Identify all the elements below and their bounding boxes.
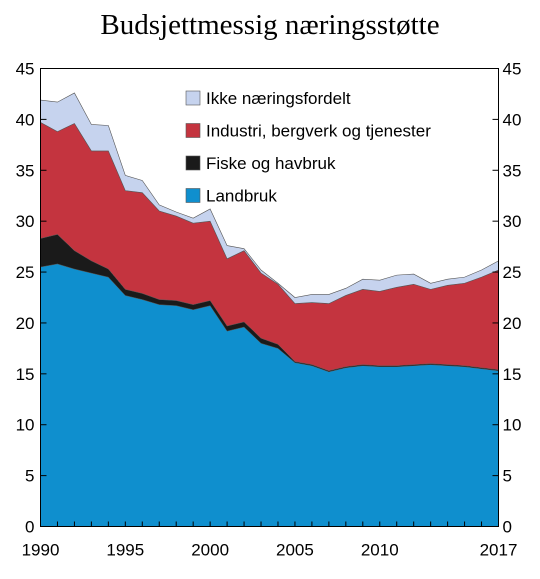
- y-tick-label-right: 40: [503, 110, 522, 129]
- x-tick-label: 2017: [480, 541, 518, 560]
- legend-swatch: [185, 155, 201, 171]
- legend: Ikke næringsfordelt Industri, bergverk og…: [185, 89, 431, 206]
- y-axis-right: 0 5 10 15 20 25 30 35 40 45: [492, 60, 522, 537]
- y-tick-label-right: 20: [503, 314, 522, 333]
- x-tick-label: 1990: [22, 541, 60, 560]
- x-tick-label: 2010: [361, 541, 399, 560]
- legend-label: Ikke næringsfordelt: [206, 89, 351, 108]
- x-tick-label: 1995: [106, 541, 144, 560]
- x-tick-label: 2005: [276, 541, 314, 560]
- y-tick-label-left: 10: [16, 416, 35, 435]
- legend-swatch: [185, 188, 201, 203]
- y-tick-label-left: 15: [16, 365, 35, 384]
- legend-swatch: [185, 90, 201, 106]
- legend-swatch: [185, 123, 201, 138]
- y-tick-label-left: 35: [16, 161, 35, 180]
- y-tick-label-left: 25: [16, 263, 35, 282]
- legend-label: Fiske og havbruk: [206, 154, 336, 173]
- y-tick-label-left: 5: [25, 467, 34, 486]
- y-tick-label-right: 10: [503, 416, 522, 435]
- y-tick-label-right: 15: [503, 365, 522, 384]
- x-axis: 1990 1995 2000 2005 2010 2017: [22, 521, 518, 560]
- y-tick-label-right: 35: [503, 161, 522, 180]
- y-tick-label-right: 30: [503, 212, 522, 231]
- plot-frame: [40, 68, 499, 527]
- y-tick-label-right: 45: [503, 60, 522, 79]
- y-tick-label-left: 45: [16, 60, 35, 79]
- x-tick-label: 2000: [191, 541, 229, 560]
- y-axis-left: 0 5 10 15 20 25 30 35 40 45: [16, 60, 47, 537]
- y-tick-label-right: 25: [503, 263, 522, 282]
- y-tick-label-left: 20: [16, 314, 35, 333]
- legend-label: Industri, bergverk og tjenester: [206, 122, 431, 141]
- y-tick-label-right: 0: [503, 518, 512, 537]
- y-tick-label-left: 40: [16, 110, 35, 129]
- legend-label: Landbruk: [206, 187, 277, 206]
- chart-title: Budsjettmessig næringsstøtte: [100, 9, 439, 41]
- y-tick-label-left: 30: [16, 212, 35, 231]
- y-tick-label-left: 0: [25, 518, 34, 537]
- y-tick-label-right: 5: [503, 467, 512, 486]
